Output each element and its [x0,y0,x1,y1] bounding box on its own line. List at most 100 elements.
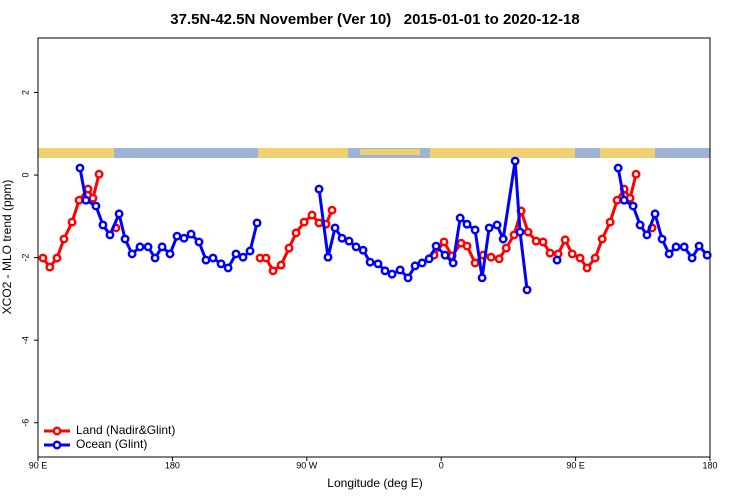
point [642,230,652,240]
point [631,169,641,179]
point [186,229,196,239]
x-tick-label: 90 W [296,460,318,470]
point [165,249,175,259]
point [75,163,85,173]
point [470,258,480,268]
plot-frame [37,37,711,458]
x-tick-label: 180 [702,460,717,470]
point [498,234,508,244]
point [657,234,667,244]
point [403,273,413,283]
point [687,253,697,263]
point [143,242,153,252]
land-band [430,148,575,158]
chart-title: 37.5N-42.5N November (Ver 10) 2015-01-01… [170,11,579,28]
point [531,236,541,246]
point [575,253,585,263]
x-tick-label: 0 [439,460,444,470]
point [613,163,623,173]
point [194,237,204,247]
point [545,248,555,258]
point [373,259,383,269]
point [74,195,84,205]
y-tick-label: -4 [20,336,30,344]
point [470,225,480,235]
point [417,258,427,268]
point [94,169,104,179]
x-tick-label: 90 E [29,460,48,470]
x-tick-label: 90 E [566,460,585,470]
point [52,253,62,263]
point [424,254,434,264]
point [337,233,347,243]
point [492,220,502,230]
y-tick-label: 0 [20,173,30,178]
point [314,184,324,194]
point [582,263,592,273]
point [510,156,520,166]
point [664,249,674,259]
point [431,241,441,251]
point [59,234,69,244]
point [135,242,145,252]
point [380,266,390,276]
land-band [600,148,655,158]
point [299,217,309,227]
point [515,227,525,237]
point [462,241,472,251]
point [179,233,189,243]
point [455,213,465,223]
point [387,269,397,279]
point [45,262,55,272]
point [484,223,494,233]
point [291,228,301,238]
point [344,236,354,246]
point [522,285,532,295]
point [635,220,645,230]
point [208,253,218,263]
land-band [258,148,348,158]
point [448,258,458,268]
point [201,255,211,265]
point [477,273,487,283]
point [538,237,548,247]
point [351,242,361,252]
point [440,250,450,260]
point [157,242,167,252]
point [268,266,278,276]
point [501,243,511,253]
point [81,195,91,205]
point [567,249,577,259]
point [91,201,101,211]
point [679,242,689,252]
point [650,209,660,219]
point [172,231,182,241]
y-tick-label: 2 [20,90,30,95]
point [330,223,340,233]
legend-marker [52,426,62,436]
point [628,201,638,211]
point [98,220,108,230]
point [410,261,420,271]
point [114,209,124,219]
point [323,252,333,262]
point [590,253,600,263]
point [702,250,712,260]
point [38,253,48,263]
point [216,259,226,269]
point [605,217,615,227]
point [612,195,622,205]
point [358,245,368,255]
point [486,252,496,262]
point [127,249,137,259]
point [597,234,607,244]
point [552,255,562,265]
point [284,243,294,253]
legend-label: Land (Nadir&Glint) [76,423,175,437]
point [523,227,533,237]
point [67,217,77,227]
point [105,230,115,240]
point [462,219,472,229]
point [494,254,504,264]
land-band [360,149,420,155]
